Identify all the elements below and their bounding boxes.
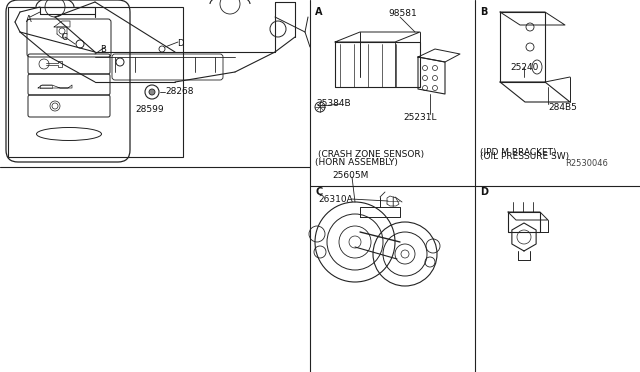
Text: 28268: 28268 [165,87,193,96]
Text: 25240: 25240 [510,62,538,71]
Text: (IPD M BRACKET): (IPD M BRACKET) [480,148,557,157]
Text: B: B [100,45,106,54]
Text: 28599: 28599 [135,106,164,115]
Text: D: D [480,187,488,197]
Text: 98581: 98581 [388,10,417,19]
Text: C: C [62,32,68,42]
Text: C: C [315,187,323,197]
Text: 25384B: 25384B [316,99,351,109]
Text: D: D [177,38,184,48]
Text: A: A [315,7,323,17]
Text: 25231L: 25231L [403,113,436,122]
Text: B: B [480,7,488,17]
Text: R2530046: R2530046 [565,160,608,169]
Text: A: A [26,15,32,23]
Text: 284B5: 284B5 [548,103,577,112]
Text: (CRASH ZONE SENSOR): (CRASH ZONE SENSOR) [318,150,424,158]
Text: (OIL PRESSURE SW): (OIL PRESSURE SW) [480,153,569,161]
Text: 25605M: 25605M [332,170,369,180]
Text: (HORN ASSEMBLY): (HORN ASSEMBLY) [315,157,398,167]
Circle shape [149,89,155,95]
Text: 26310A: 26310A [318,195,353,203]
